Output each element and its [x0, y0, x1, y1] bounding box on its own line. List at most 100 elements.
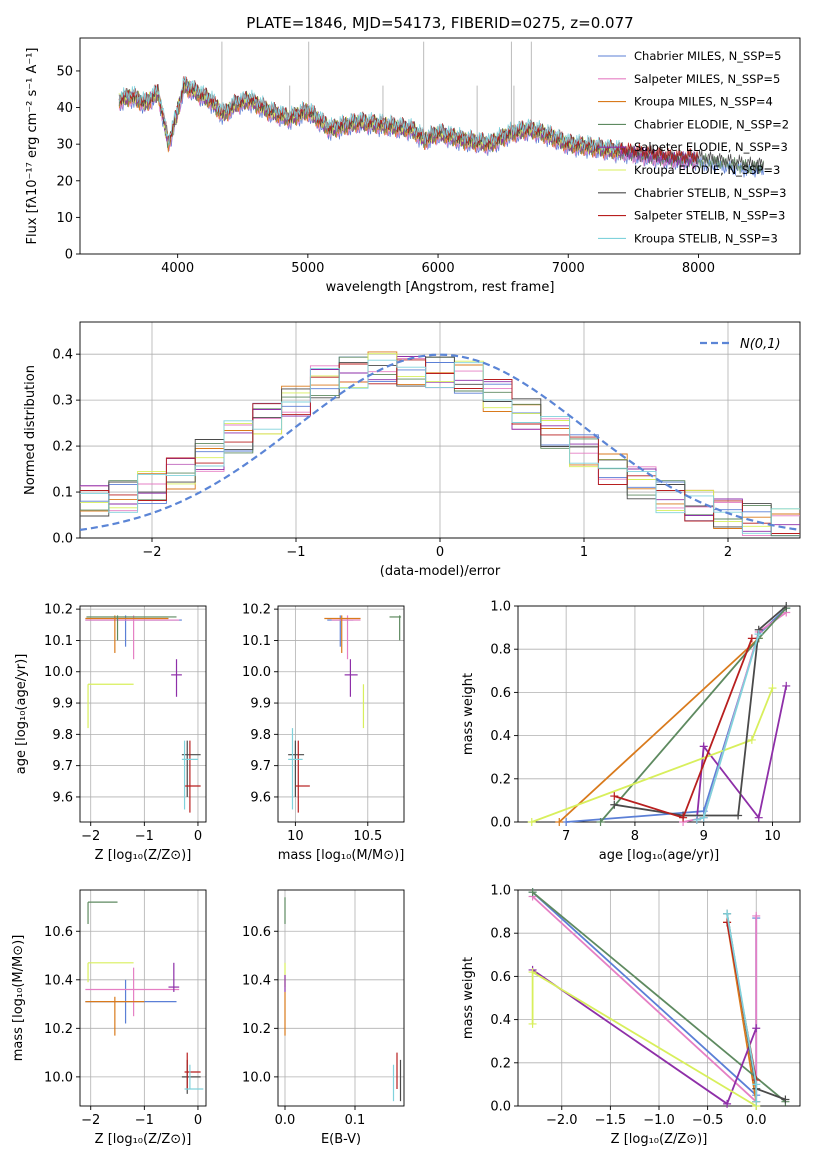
x-tick-label: 0.0 [746, 1113, 767, 1128]
x-axis-label: E(B-V) [321, 1132, 361, 1147]
data-point-errorbar [288, 728, 303, 810]
weight-series-line [532, 969, 758, 1106]
data-point-errorbar [85, 615, 180, 660]
histogram-step-line [80, 359, 800, 534]
x-tick-label: 0 [436, 545, 444, 560]
histogram-step-line [80, 356, 800, 532]
x-axis-label: Z [log₁₀(Z/Z⊙)] [95, 848, 192, 863]
y-tick-label: 10.2 [44, 603, 73, 618]
spectrum-series-line [118, 75, 621, 153]
legend-entry: Chabrier MILES, N_SSP=5 [634, 49, 781, 63]
y-axis-label: mass [log₁₀(M/M⊙)] [11, 935, 26, 1062]
data-point-errorbar [87, 962, 134, 983]
x-tick-label: 5000 [291, 261, 324, 276]
weight-marker [723, 909, 732, 918]
x-axis-label: (data-model)/error [380, 564, 501, 579]
y-tick-label: 40 [56, 101, 73, 116]
weight-marker [699, 813, 708, 822]
y-tick-label: 0.4 [52, 348, 73, 363]
weight-marker [782, 602, 791, 610]
histogram-step-line [80, 356, 800, 537]
x-tick-label: −1.5 [595, 1113, 627, 1128]
weight-marker [527, 818, 536, 826]
y-axis-label: mass weight [461, 957, 476, 1039]
chart-title: PLATE=1846, MJD=54173, FIBERID=0275, z=0… [246, 14, 633, 32]
weight-marker [754, 630, 763, 639]
y-tick-label: 20 [56, 174, 73, 189]
data-point-errorbar [87, 683, 134, 729]
x-tick-label: 0 [194, 1113, 202, 1128]
x-tick-label: 10.5 [353, 829, 382, 844]
data-point-errorbar [184, 740, 201, 813]
y-tick-label: 10 [56, 211, 73, 226]
weight-marker [734, 811, 743, 820]
legend-entry: N(0,1) [740, 337, 781, 352]
x-tick-label: −2 [81, 1113, 100, 1128]
x-tick-label: 0.1 [345, 1113, 366, 1128]
data-point-errorbar [85, 967, 180, 1017]
legend-entry: Salpeter ELODIE, N_SSP=3 [634, 140, 788, 154]
weight-marker [610, 800, 619, 809]
y-tick-label: 0.8 [490, 927, 511, 942]
legend-entry: Chabrier STELIB, N_SSP=3 [634, 186, 786, 200]
weight-marker [699, 742, 708, 751]
weight-series-line [695, 685, 788, 820]
x-tick-label: 8 [631, 829, 639, 844]
x-tick-label: 2 [724, 545, 732, 560]
weight-marker [747, 735, 756, 744]
plot-frame [517, 605, 801, 823]
x-tick-label: −1 [286, 545, 305, 560]
x-tick-label: −2.0 [546, 1113, 578, 1128]
y-tick-label: 0.3 [52, 394, 73, 409]
legend-entry: Salpeter STELIB, N_SSP=3 [634, 209, 785, 223]
data-point-errorbar [288, 740, 305, 797]
y-tick-label: 9.7 [250, 759, 271, 774]
weight-marker [528, 968, 537, 977]
y-tick-label: 1.0 [490, 600, 511, 615]
data-point-errorbar [86, 615, 177, 641]
y-tick-label: 10.0 [44, 1070, 73, 1085]
y-tick-label: 10.2 [44, 1022, 73, 1037]
y-tick-label: 0.2 [490, 772, 511, 787]
y-tick-label: 0.0 [52, 532, 73, 547]
y-tick-label: 10.2 [242, 603, 271, 618]
y-tick-label: 9.7 [52, 759, 73, 774]
data-point-errorbar [331, 615, 361, 660]
plot-frame [79, 889, 207, 1107]
histogram-layer [80, 351, 800, 537]
data-point-errorbar [181, 740, 198, 810]
y-tick-label: 9.6 [250, 790, 271, 805]
legend-entry: Chabrier ELODIE, N_SSP=2 [634, 117, 789, 131]
y-tick-label: 1.0 [490, 884, 511, 899]
weight-series-line [531, 970, 757, 1107]
y-tick-label: 0.2 [490, 1056, 511, 1071]
mass-vs-extinction-plot: 0.0 0.1 10.0 10.2 10.4 10.6 E(B-V) [242, 889, 405, 1147]
x-axis-label: Z [log₁₀(Z/Z⊙)] [95, 1132, 192, 1147]
weight-marker [723, 918, 732, 927]
weight-marker [679, 813, 688, 822]
y-tick-label: 0.1 [52, 486, 73, 501]
spectrum-plot: 4000 5000 6000 7000 8000 0 10 20 30 40 50 wavelengt… [25, 14, 801, 295]
legend-entry: Kroupa MILES, N_SSP=4 [634, 95, 773, 109]
data-point-errorbar [389, 615, 402, 641]
x-tick-label: 0.0 [275, 1113, 296, 1128]
weight-series-line [558, 637, 760, 823]
legend-entry: Kroupa ELODIE, N_SSP=3 [634, 163, 780, 177]
x-axis-label: Z [log₁₀(Z/Z⊙)] [611, 1132, 708, 1147]
y-tick-label: 10.2 [242, 1022, 271, 1037]
y-tick-label: 10.1 [242, 634, 271, 649]
y-tick-label: 10.4 [44, 973, 73, 988]
x-tick-label: 10 [764, 829, 781, 844]
x-tick-label: −2 [81, 829, 100, 844]
weight-marker [562, 818, 571, 826]
plot-frame [277, 889, 405, 1107]
y-tick-label: 0.6 [490, 970, 511, 985]
y-tick-label: 9.8 [52, 728, 73, 743]
weight-marker [528, 888, 537, 897]
x-tick-label: 4000 [161, 261, 194, 276]
y-tick-label: 0.4 [490, 729, 511, 744]
x-tick-label: 6000 [422, 261, 455, 276]
y-axis-label: age [log₁₀(age/yr)] [14, 654, 29, 775]
y-tick-label: 10.0 [44, 665, 73, 680]
